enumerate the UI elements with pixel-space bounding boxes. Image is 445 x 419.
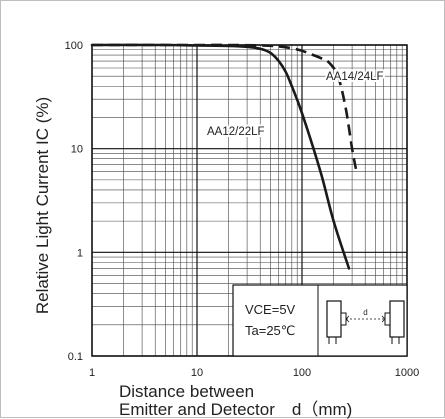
y-tick-label: 1 bbox=[77, 247, 83, 259]
detector-block bbox=[389, 300, 405, 338]
emitter-lens bbox=[340, 312, 347, 326]
x-axis-label-line-2: Emitter and Detector d（mm) bbox=[119, 400, 352, 419]
x-tick-label: 10 bbox=[191, 367, 203, 379]
distance-arrows bbox=[345, 315, 386, 323]
x-tick-label: 1000 bbox=[395, 367, 419, 379]
conditions-box bbox=[232, 284, 408, 357]
label-layer: 1 10 100 1000 0.1 1 10 100 Relative Light Curren… bbox=[33, 40, 419, 419]
series-label-aa14-24lf: AA14/24LF bbox=[326, 71, 384, 83]
condition-ta: Ta=25℃ bbox=[245, 323, 295, 338]
x-axis-label-line-1: Distance between bbox=[119, 382, 254, 401]
y-tick-label: 0.1 bbox=[68, 351, 83, 363]
x-tick-label: 1 bbox=[89, 367, 95, 379]
detector-lens bbox=[384, 312, 391, 326]
series-line-aa14-24lf bbox=[91, 43, 358, 172]
condition-vce: VCE=5V bbox=[245, 302, 296, 317]
distance-d-label: d bbox=[363, 308, 367, 317]
x-tick-label: 100 bbox=[293, 367, 311, 379]
conditions-inset: VCE=5V Ta=25℃ d bbox=[232, 284, 408, 357]
series-layer bbox=[90, 43, 358, 270]
series-line-aa12-22lf bbox=[90, 43, 351, 270]
emitter-block bbox=[326, 300, 342, 338]
y-tick-label: 100 bbox=[65, 40, 83, 52]
y-axis-label: Relative Light Current IC (%) bbox=[33, 97, 52, 314]
series-label-aa12-22lf: AA12/22LF bbox=[207, 126, 265, 138]
emitter-detector-diagram: d bbox=[326, 300, 405, 344]
y-tick-label: 10 bbox=[71, 144, 83, 156]
